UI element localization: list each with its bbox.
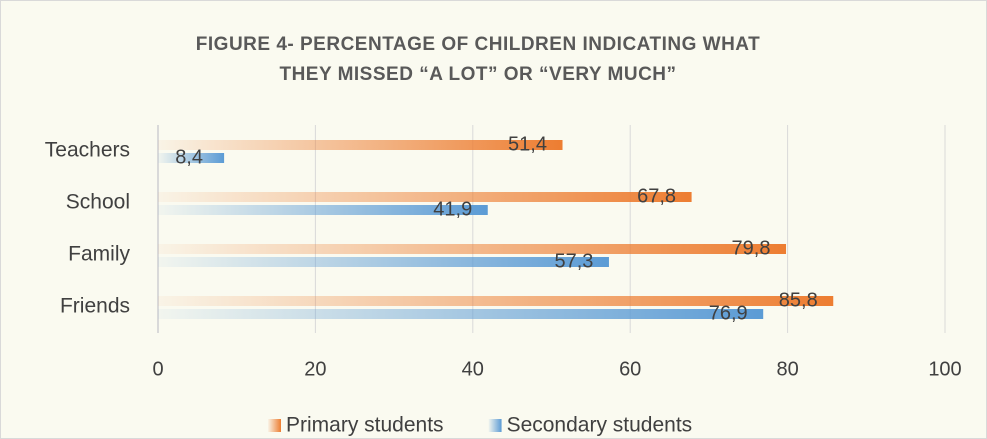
bar xyxy=(158,140,563,150)
data-label: 85,8 xyxy=(779,289,818,311)
y-tick-label: School xyxy=(66,191,130,214)
x-tick-label: 20 xyxy=(304,358,326,380)
x-tick-label: 0 xyxy=(152,358,163,380)
data-label: 76,9 xyxy=(709,302,748,324)
x-tick-label: 40 xyxy=(462,358,484,380)
legend-label: Primary students xyxy=(286,414,444,437)
legend-label: Secondary students xyxy=(507,414,693,437)
legend-swatch xyxy=(268,419,281,432)
legend-swatch xyxy=(488,419,502,432)
y-tick-label: Friends xyxy=(60,295,130,318)
chart-title: FIGURE 4- PERCENTAGE OF CHILDREN INDICAT… xyxy=(196,34,760,55)
x-tick-label: 100 xyxy=(928,358,961,380)
bar xyxy=(158,309,764,319)
x-tick-label: 80 xyxy=(776,358,798,380)
data-label: 57,3 xyxy=(554,250,593,272)
bar xyxy=(158,153,225,163)
bar xyxy=(158,244,787,254)
data-label: 79,8 xyxy=(732,237,771,259)
y-tick-label: Teachers xyxy=(45,139,130,162)
x-tick-label: 60 xyxy=(619,358,641,380)
bar xyxy=(158,205,488,215)
data-label: 51,4 xyxy=(508,133,547,155)
data-label: 67,8 xyxy=(637,185,676,207)
chart-title: THEY MISSED “A LOT” OR “VERY MUCH” xyxy=(279,64,676,85)
data-label: 41,9 xyxy=(433,198,472,220)
bar xyxy=(158,192,692,202)
y-tick-label: Family xyxy=(68,243,130,266)
data-label: 8,4 xyxy=(175,146,203,168)
bar xyxy=(158,257,609,267)
bar xyxy=(158,296,834,306)
